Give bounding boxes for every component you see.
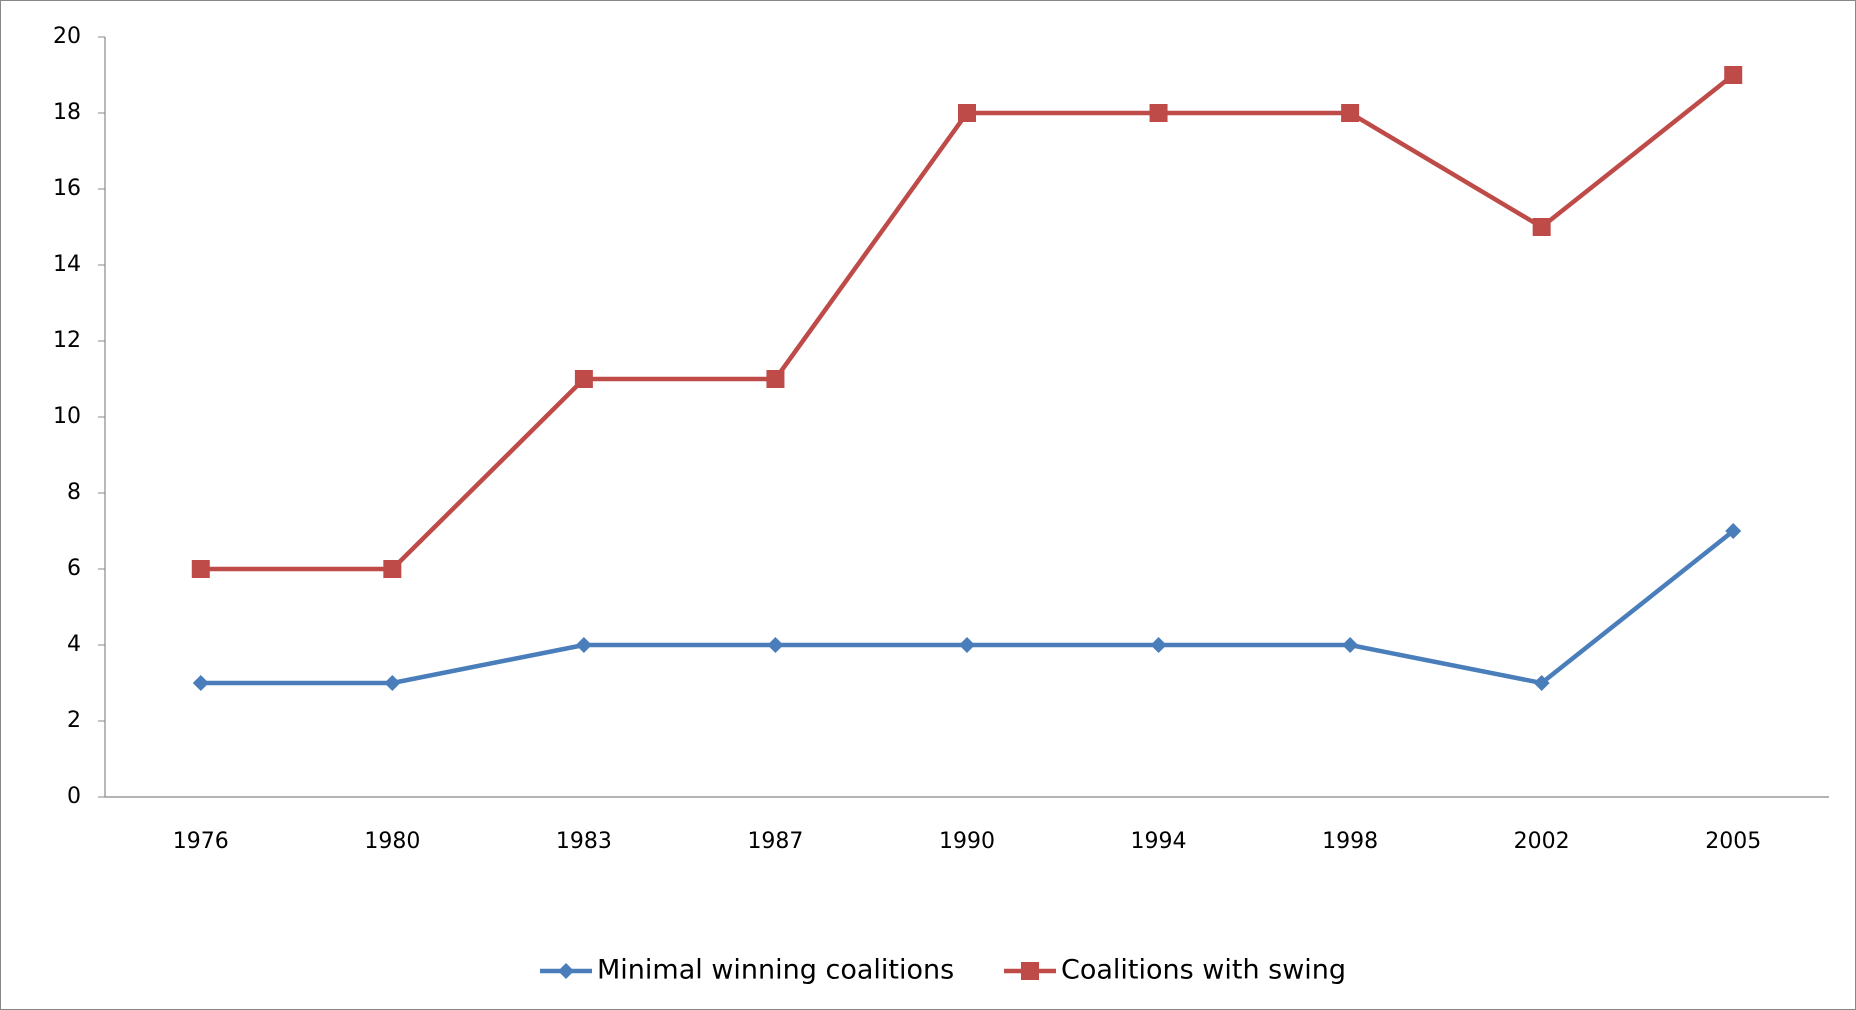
x-tick-label: 1987: [747, 829, 803, 854]
data-point: [574, 370, 593, 388]
data-point: [1342, 637, 1359, 653]
y-tick-label: 6: [67, 556, 81, 581]
x-tick-label: 1998: [1322, 829, 1378, 854]
data-point: [192, 675, 209, 691]
data-point: [1532, 218, 1551, 236]
data-point: [1724, 66, 1743, 84]
x-tick-label: 1980: [364, 829, 420, 854]
y-tick-label: 16: [53, 176, 81, 201]
data-point: [958, 104, 976, 122]
y-tick-label: 20: [53, 24, 81, 49]
data-point: [1341, 104, 1360, 122]
legend-label: Coalitions with swing: [1061, 955, 1346, 986]
x-tick-label: 1983: [556, 829, 612, 854]
x-tick-label: 1990: [939, 829, 995, 854]
x-tick-label: 1976: [173, 829, 229, 854]
x-tick-label: 2005: [1705, 829, 1761, 854]
data-point: [1150, 637, 1167, 653]
y-tick-label: 4: [67, 632, 81, 657]
data-point: [384, 675, 401, 691]
x-tick-label: 1994: [1131, 829, 1187, 854]
y-tick-label: 0: [67, 784, 81, 809]
data-point: [383, 560, 402, 578]
data-point: [575, 637, 592, 653]
legend-label: Minimal winning coalitions: [597, 955, 954, 986]
data-point: [191, 560, 210, 578]
y-tick-label: 12: [53, 328, 81, 353]
data-point: [767, 637, 784, 653]
y-tick-label: 18: [53, 100, 81, 125]
data-point: [766, 370, 785, 388]
y-tick-label: 2: [67, 708, 81, 733]
data-point: [1725, 523, 1742, 539]
data-point: [1149, 104, 1168, 122]
y-tick-label: 8: [67, 480, 81, 505]
y-tick-label: 10: [53, 404, 81, 429]
legend-marker: [558, 963, 574, 979]
data-point: [959, 637, 975, 653]
y-tick-label: 14: [53, 252, 81, 277]
data-point: [1533, 675, 1550, 691]
legend-marker: [1021, 962, 1039, 980]
x-tick-label: 2002: [1514, 829, 1570, 854]
